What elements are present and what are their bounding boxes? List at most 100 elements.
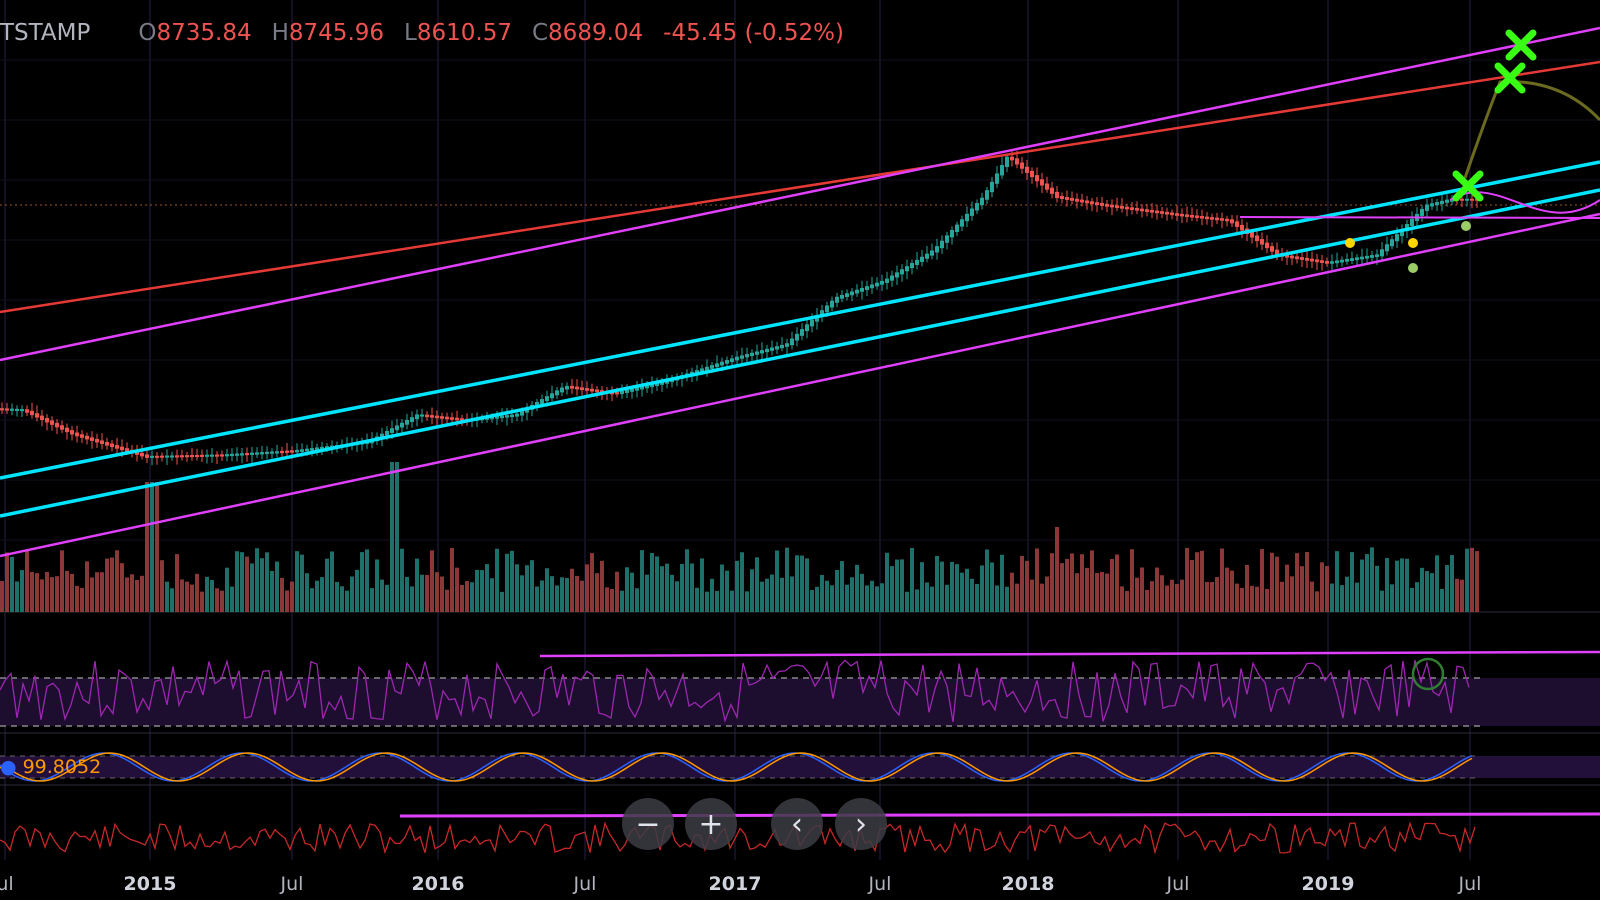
- volume-bar: [645, 574, 649, 612]
- volume-bar: [950, 561, 954, 612]
- candle: [505, 415, 509, 418]
- volume-bar: [825, 580, 829, 612]
- x-axis-label: Jul: [1458, 873, 1482, 895]
- candle: [790, 338, 794, 346]
- candle: [720, 361, 724, 366]
- signal-dot: [1461, 221, 1471, 231]
- candle: [1065, 197, 1069, 200]
- minus-icon: −: [635, 806, 661, 842]
- candle: [380, 433, 384, 439]
- candle: [65, 427, 69, 433]
- volume-bar: [0, 581, 4, 612]
- cyan-lower-line: [0, 188, 1600, 518]
- candle: [800, 329, 804, 336]
- volume-bar: [465, 581, 469, 612]
- candle: [840, 294, 844, 299]
- volume-bar: [1355, 582, 1359, 612]
- target-marker-2: [1494, 62, 1526, 94]
- volume-bar: [1225, 567, 1229, 612]
- candle: [940, 240, 944, 249]
- volume-bar: [1340, 585, 1344, 612]
- candle: [1100, 203, 1104, 206]
- candle: [230, 453, 234, 457]
- volume-bar: [785, 547, 789, 612]
- candle: [655, 382, 659, 386]
- candle: [410, 417, 414, 422]
- candle: [1250, 231, 1254, 238]
- scroll-forward-button[interactable]: ›: [835, 798, 887, 850]
- volume-bar: [1155, 567, 1159, 612]
- zoom-out-button[interactable]: −: [622, 798, 674, 850]
- volume-bar: [345, 590, 349, 612]
- volume-bar: [745, 591, 749, 612]
- volume-bar: [1325, 566, 1329, 612]
- volume-bar: [780, 577, 784, 612]
- magenta-horizontal-line: [1239, 216, 1600, 219]
- candle: [805, 324, 809, 332]
- candle: [1060, 196, 1064, 200]
- volume-bar: [400, 548, 404, 612]
- volume-bar: [245, 556, 249, 612]
- candle: [1360, 256, 1364, 260]
- rsi-pane: [0, 650, 1600, 727]
- volume-bar: [1040, 583, 1044, 612]
- candle: [325, 446, 329, 449]
- volume-bar: [775, 550, 779, 612]
- volume-bar: [480, 570, 484, 612]
- volume-bar: [190, 584, 194, 612]
- volume-bar: [290, 581, 294, 612]
- volume-bar: [390, 462, 394, 612]
- candle: [160, 455, 164, 458]
- candle: [440, 416, 444, 419]
- candle: [835, 296, 839, 303]
- volume-bar: [620, 590, 624, 612]
- volume-bar: [235, 551, 239, 612]
- volume-bar: [1140, 567, 1144, 612]
- candle: [415, 414, 419, 420]
- zoom-in-button[interactable]: +: [685, 798, 737, 850]
- projection-curve: [1449, 191, 1600, 214]
- candle: [200, 454, 204, 457]
- volume-bar: [770, 574, 774, 612]
- candle: [965, 213, 969, 222]
- high-key: H: [271, 20, 289, 46]
- plus-icon: +: [698, 806, 724, 842]
- volume-bar: [710, 578, 714, 612]
- candle: [25, 409, 29, 413]
- candle: [715, 363, 719, 368]
- volume-bar: [350, 576, 354, 612]
- candle: [435, 415, 439, 419]
- volume-bar: [155, 482, 159, 612]
- volume-bar: [305, 573, 309, 612]
- candle: [830, 300, 834, 308]
- volume-bar: [700, 558, 704, 612]
- candle: [1305, 257, 1309, 261]
- candle: [955, 224, 959, 232]
- volume-bar: [15, 581, 19, 612]
- volume-bar: [475, 569, 479, 612]
- volume-bar: [240, 552, 244, 612]
- candle: [945, 235, 949, 243]
- volume-bar: [970, 578, 974, 612]
- volume-bar: [1215, 577, 1219, 612]
- candle: [1115, 205, 1119, 209]
- candle: [1075, 198, 1079, 202]
- volume-bar: [1145, 589, 1149, 612]
- volume-bar: [760, 581, 764, 612]
- candle: [640, 386, 644, 390]
- volume-bar: [85, 561, 89, 612]
- volume-bar: [150, 482, 154, 612]
- volume-bar: [340, 586, 344, 612]
- candle: [1190, 214, 1194, 218]
- x-axis-label: Jul: [280, 873, 304, 895]
- scroll-back-button[interactable]: ‹: [771, 798, 823, 850]
- volume-bar: [1310, 581, 1314, 612]
- candle: [110, 443, 114, 448]
- x-axis-label: Jul: [573, 873, 597, 895]
- volume-bar: [595, 573, 599, 612]
- candle: [1375, 254, 1379, 258]
- candle: [710, 365, 714, 369]
- grid: [0, 0, 1600, 860]
- volume-bar: [525, 565, 529, 612]
